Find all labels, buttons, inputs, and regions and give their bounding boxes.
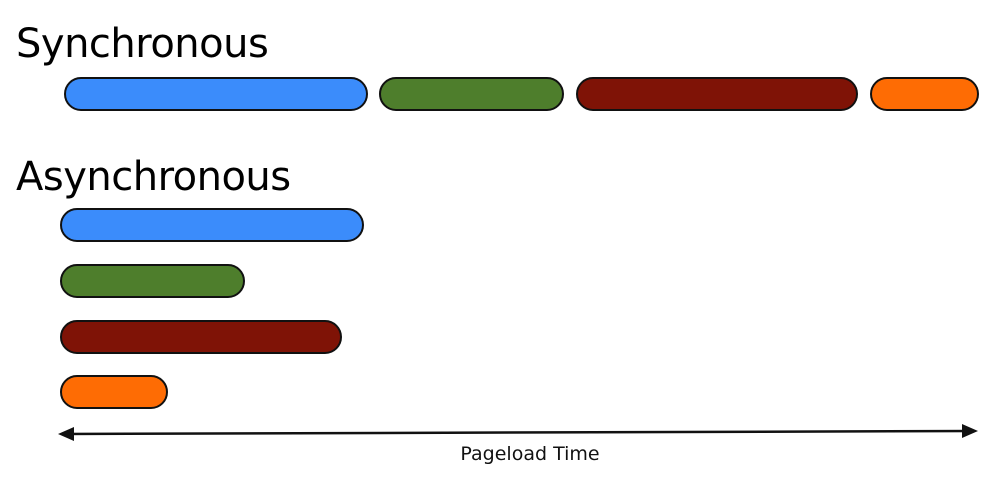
sync-task-bar-3	[576, 77, 858, 111]
async-task-bar-3	[60, 320, 342, 354]
sync-task-bar-1	[64, 77, 368, 111]
sync-task-bar-2	[379, 77, 564, 111]
synchronous-title: Synchronous	[16, 21, 269, 67]
asynchronous-title: Asynchronous	[16, 154, 291, 200]
async-task-bar-4	[60, 375, 168, 409]
timeline-arrowhead-right	[962, 424, 978, 438]
timeline-arrowhead-left	[58, 427, 74, 441]
pageload-time-label: Pageload Time	[460, 443, 600, 465]
timeline-arrow	[58, 424, 978, 441]
async-task-bar-2	[60, 264, 245, 298]
async-task-bar-1	[60, 208, 364, 242]
sync-task-bar-4	[870, 77, 979, 111]
timeline-line	[61, 429, 975, 436]
